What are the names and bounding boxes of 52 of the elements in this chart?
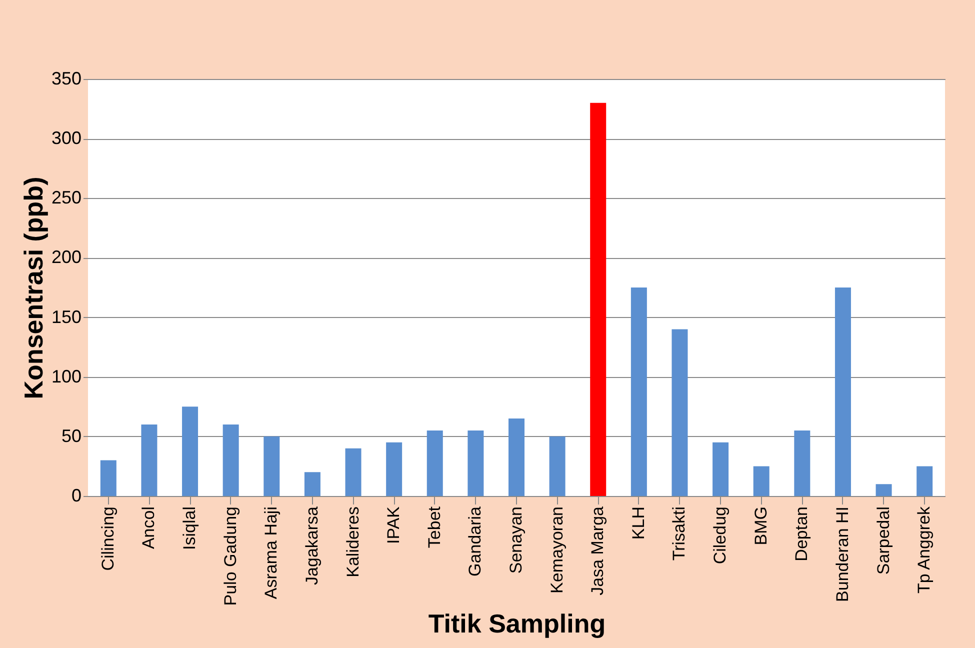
y-tick-label: 250	[51, 188, 82, 208]
x-tick-label: Asrama Haji	[262, 506, 281, 600]
bar	[141, 424, 158, 496]
y-tick-label: 100	[51, 366, 82, 386]
bar	[876, 484, 892, 496]
x-tick-label: Kalideres	[343, 506, 362, 578]
x-axis-title: Titik Sampling	[428, 608, 606, 639]
y-tick-label: 50	[61, 426, 82, 446]
y-tick-label: 0	[71, 486, 82, 506]
x-tick-label: Bunderan HI	[832, 506, 852, 602]
bar	[794, 430, 810, 496]
bar	[345, 448, 362, 496]
bar	[672, 329, 688, 496]
x-tick-label: Kemayoran	[547, 506, 566, 594]
x-tick-label: Trisakti	[670, 506, 689, 561]
x-tick-label: Isiqlal	[180, 506, 200, 550]
x-tick-label: Tebet	[424, 506, 444, 548]
bar	[508, 418, 524, 496]
x-tick-label: KLH	[628, 506, 648, 540]
bar	[264, 436, 280, 496]
bar	[182, 406, 198, 496]
x-tick-label: Sarpedal	[874, 506, 893, 575]
y-tick-label: 150	[51, 306, 82, 327]
bar	[100, 460, 116, 496]
bar	[753, 466, 770, 496]
x-tick-label: Ciledug	[710, 506, 730, 564]
x-tick-label: BMG	[751, 506, 770, 546]
x-tick-label: Deptan	[792, 506, 812, 562]
x-tick-label: Ancol	[139, 506, 158, 550]
bar	[916, 466, 933, 496]
bar	[386, 442, 402, 496]
bar	[549, 436, 566, 496]
bar	[222, 424, 239, 496]
x-tick-label: Pulo Gadung	[220, 506, 240, 606]
x-tick-label: Tp Anggrek	[914, 506, 934, 594]
y-axis-title: Konsentrasi (ppb)	[18, 176, 48, 400]
bar	[630, 288, 647, 496]
x-tick-label: Jasa Marga	[588, 506, 608, 596]
x-tick-label: Jagakarsa	[302, 506, 322, 585]
bar	[590, 102, 606, 496]
x-tick-label: Gandaria	[466, 506, 485, 576]
bar	[304, 472, 320, 496]
bar	[834, 288, 851, 496]
x-tick-label: Senayan	[506, 506, 526, 574]
x-tick-label: Cilincing	[98, 506, 118, 571]
x-tick-label: IPAK	[384, 506, 404, 544]
bar	[712, 442, 729, 496]
y-tick-label: 350	[51, 68, 82, 88]
y-tick-label: 200	[51, 247, 82, 268]
bar	[468, 430, 484, 496]
y-tick-label: 300	[51, 128, 82, 148]
bar	[426, 430, 443, 496]
